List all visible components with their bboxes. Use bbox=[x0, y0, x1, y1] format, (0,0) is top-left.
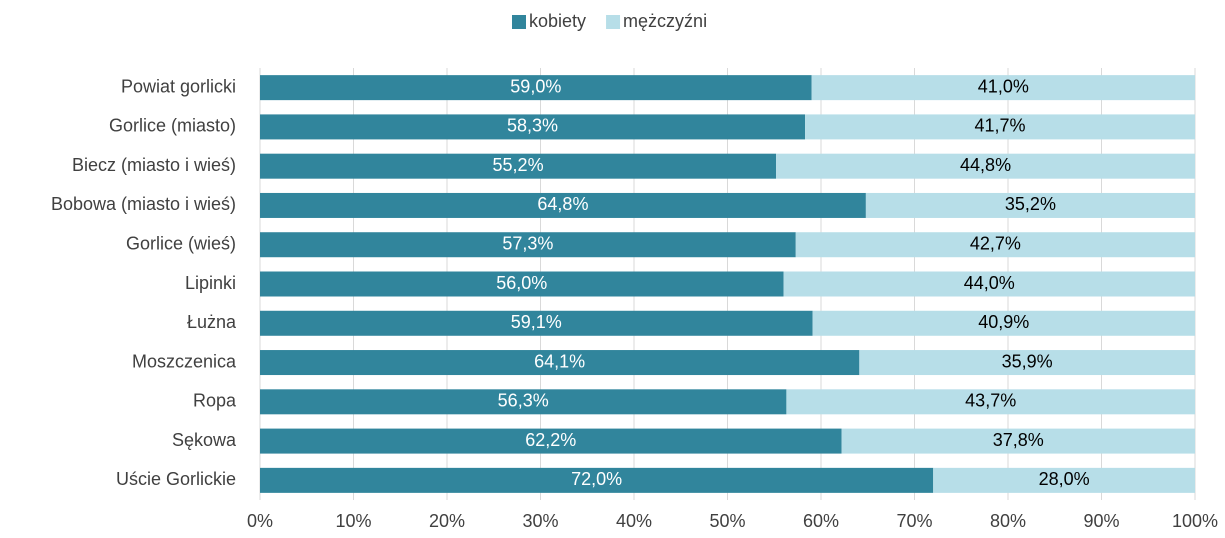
x-tick-label: 40% bbox=[616, 511, 652, 531]
data-label: 44,8% bbox=[960, 155, 1011, 175]
bar-segment bbox=[933, 467, 1195, 493]
x-tick-label: 100% bbox=[1172, 511, 1218, 531]
data-label: 43,7% bbox=[965, 391, 1016, 411]
x-tick-label: 60% bbox=[803, 511, 839, 531]
bar-segment bbox=[795, 232, 1195, 258]
data-label: 41,0% bbox=[978, 76, 1029, 96]
legend-label: kobiety bbox=[529, 11, 586, 31]
bar-segment bbox=[260, 467, 934, 493]
bar-segment bbox=[859, 350, 1195, 376]
bar-segment bbox=[260, 389, 787, 415]
data-label: 72,0% bbox=[571, 469, 622, 489]
x-tick-label: 90% bbox=[1083, 511, 1119, 531]
y-tick-label: Bobowa (miasto i wieś) bbox=[51, 194, 236, 214]
bar-segment bbox=[865, 192, 1195, 218]
x-tick-label: 0% bbox=[247, 511, 273, 531]
x-tick-label: 70% bbox=[896, 511, 932, 531]
bar-segment bbox=[260, 232, 796, 258]
legend-swatch bbox=[606, 15, 621, 29]
data-label: 40,9% bbox=[978, 312, 1029, 332]
x-tick-label: 80% bbox=[990, 511, 1026, 531]
data-label: 58,3% bbox=[507, 116, 558, 136]
bar-segment bbox=[260, 310, 813, 336]
y-tick-label: Łużna bbox=[187, 312, 237, 332]
bar-segment bbox=[260, 428, 842, 454]
y-tick-label: Moszczenica bbox=[132, 351, 237, 371]
y-tick-label: Ropa bbox=[193, 391, 237, 411]
bar-segment bbox=[260, 153, 777, 179]
x-tick-label: 50% bbox=[709, 511, 745, 531]
x-tick-label: 10% bbox=[335, 511, 371, 531]
legend-swatch bbox=[512, 15, 526, 29]
y-tick-label: Powiat gorlicki bbox=[121, 76, 236, 96]
x-tick-label: 20% bbox=[429, 511, 465, 531]
data-label: 62,2% bbox=[525, 430, 576, 450]
bar-segment bbox=[260, 192, 866, 218]
data-label: 44,0% bbox=[964, 273, 1015, 293]
data-label: 59,0% bbox=[510, 76, 561, 96]
y-tick-label: Uście Gorlickie bbox=[116, 469, 236, 489]
data-label: 56,0% bbox=[496, 273, 547, 293]
bar-segment bbox=[812, 310, 1195, 336]
bar-segment bbox=[776, 153, 1195, 179]
data-label: 64,8% bbox=[537, 194, 588, 214]
legend-label: mężczyźni bbox=[623, 11, 707, 31]
data-label: 41,7% bbox=[975, 116, 1026, 136]
y-tick-label: Gorlice (miasto) bbox=[109, 116, 236, 136]
data-label: 56,3% bbox=[498, 391, 549, 411]
data-label: 37,8% bbox=[993, 430, 1044, 450]
bar-segment bbox=[805, 114, 1195, 140]
data-label: 35,9% bbox=[1002, 351, 1053, 371]
bar-segment bbox=[841, 428, 1195, 454]
data-label: 64,1% bbox=[534, 351, 585, 371]
y-tick-label: Biecz (miasto i wieś) bbox=[72, 155, 236, 175]
bar-segment bbox=[260, 75, 812, 101]
x-tick-label: 30% bbox=[522, 511, 558, 531]
data-label: 42,7% bbox=[970, 233, 1021, 253]
data-label: 55,2% bbox=[493, 155, 544, 175]
y-tick-label: Gorlice (wieś) bbox=[126, 233, 236, 253]
bar-segment bbox=[783, 271, 1195, 297]
data-label: 28,0% bbox=[1039, 469, 1090, 489]
bar-segment bbox=[260, 350, 860, 376]
data-label: 35,2% bbox=[1005, 194, 1056, 214]
data-label: 59,1% bbox=[511, 312, 562, 332]
bar-segment bbox=[811, 75, 1195, 101]
data-label: 57,3% bbox=[502, 233, 553, 253]
y-tick-label: Sękowa bbox=[172, 430, 237, 450]
bar-segment bbox=[260, 114, 806, 140]
bar-segment bbox=[260, 271, 784, 297]
y-tick-label: Lipinki bbox=[185, 273, 236, 293]
bar-segment bbox=[786, 389, 1195, 415]
